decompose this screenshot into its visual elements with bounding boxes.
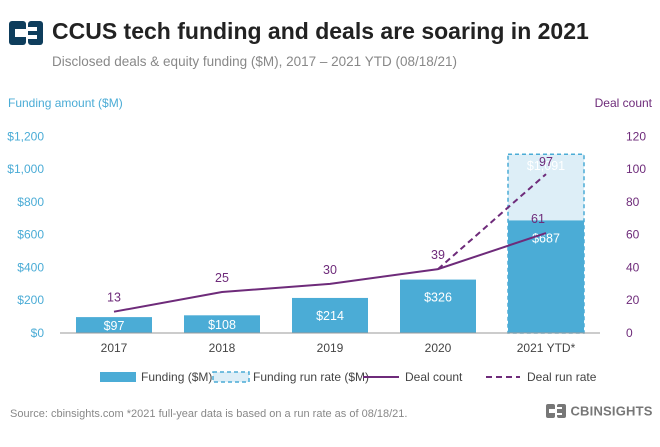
funding-deals-chart: Funding amount ($M) Deal count $0 $200 $400 $… (7, 96, 653, 384)
left-axis-tick-label: $1,200 (7, 129, 44, 143)
funding-bar (184, 315, 260, 333)
legend-run-rate-label: Funding run rate ($M) (253, 370, 369, 384)
right-axis-tick-label: 60 (626, 228, 640, 242)
brand-name: CBINSIGHTS (570, 403, 653, 419)
cb-insights-logo-icon (9, 21, 43, 45)
deal-run-rate-line (437, 173, 547, 270)
x-axis-category-label: 2020 (425, 341, 452, 355)
source-note: Source: cbinsights.com *2021 full-year d… (10, 408, 408, 420)
right-axis-tick-label: 20 (626, 293, 640, 307)
right-axis-tick-label: 40 (626, 260, 640, 274)
right-axis-tick-label: 120 (626, 129, 646, 143)
x-axis-category-label: 2021 YTD* (517, 341, 576, 355)
deal-count-label: 30 (323, 263, 337, 277)
left-axis-title: Funding amount ($M) (8, 96, 123, 110)
left-axis-tick-label: $0 (31, 326, 45, 340)
funding-bar (508, 220, 584, 333)
funding-run-rate-label: $1,091 (527, 159, 565, 173)
chart-title: CCUS tech funding and deals are soaring … (52, 18, 589, 44)
legend-deal-run-rate-label: Deal run rate (527, 370, 597, 384)
deal-count-label: 61 (531, 212, 545, 226)
funding-bar (292, 297, 368, 333)
funding-bar (400, 279, 476, 333)
x-axis-category-label: 2017 (101, 341, 128, 355)
funding-bar (76, 317, 152, 333)
left-axis-tick-label: $400 (17, 260, 44, 274)
left-axis-tick-label: $800 (17, 195, 44, 209)
legend-funding-label: Funding ($M) (141, 370, 212, 384)
x-axis-category-label: 2019 (317, 341, 344, 355)
funding-bar-label: $108 (208, 318, 236, 332)
left-axis-tick-label: $1,000 (7, 162, 44, 176)
funding-bar-label: $326 (424, 291, 452, 305)
cb-insights-brand: CBINSIGHTS (546, 402, 653, 420)
deal-count-line (113, 232, 547, 313)
x-axis-category-label: 2018 (209, 341, 236, 355)
chart-subtitle: Disclosed deals & equity funding ($M), 2… (52, 54, 457, 69)
funding-bar-label: $214 (316, 309, 344, 323)
funding-bar-label: $97 (104, 319, 125, 333)
left-axis-tick-label: $200 (17, 293, 44, 307)
deal-count-label: 39 (431, 248, 445, 262)
legend-deal-count-label: Deal count (405, 370, 463, 384)
legend-funding-swatch (100, 372, 136, 382)
deal-count-label: 13 (107, 291, 121, 305)
right-axis-title: Deal count (595, 96, 653, 110)
right-axis-tick-label: 80 (626, 195, 640, 209)
right-axis-tick-label: 100 (626, 162, 646, 176)
legend-run-rate-swatch (212, 371, 250, 383)
deal-run-rate-label: 97 (539, 155, 553, 169)
left-axis-tick-label: $600 (17, 228, 44, 242)
right-axis-tick-label: 0 (626, 326, 633, 340)
deal-count-label: 25 (215, 271, 229, 285)
cb-brand-icon (546, 403, 566, 418)
